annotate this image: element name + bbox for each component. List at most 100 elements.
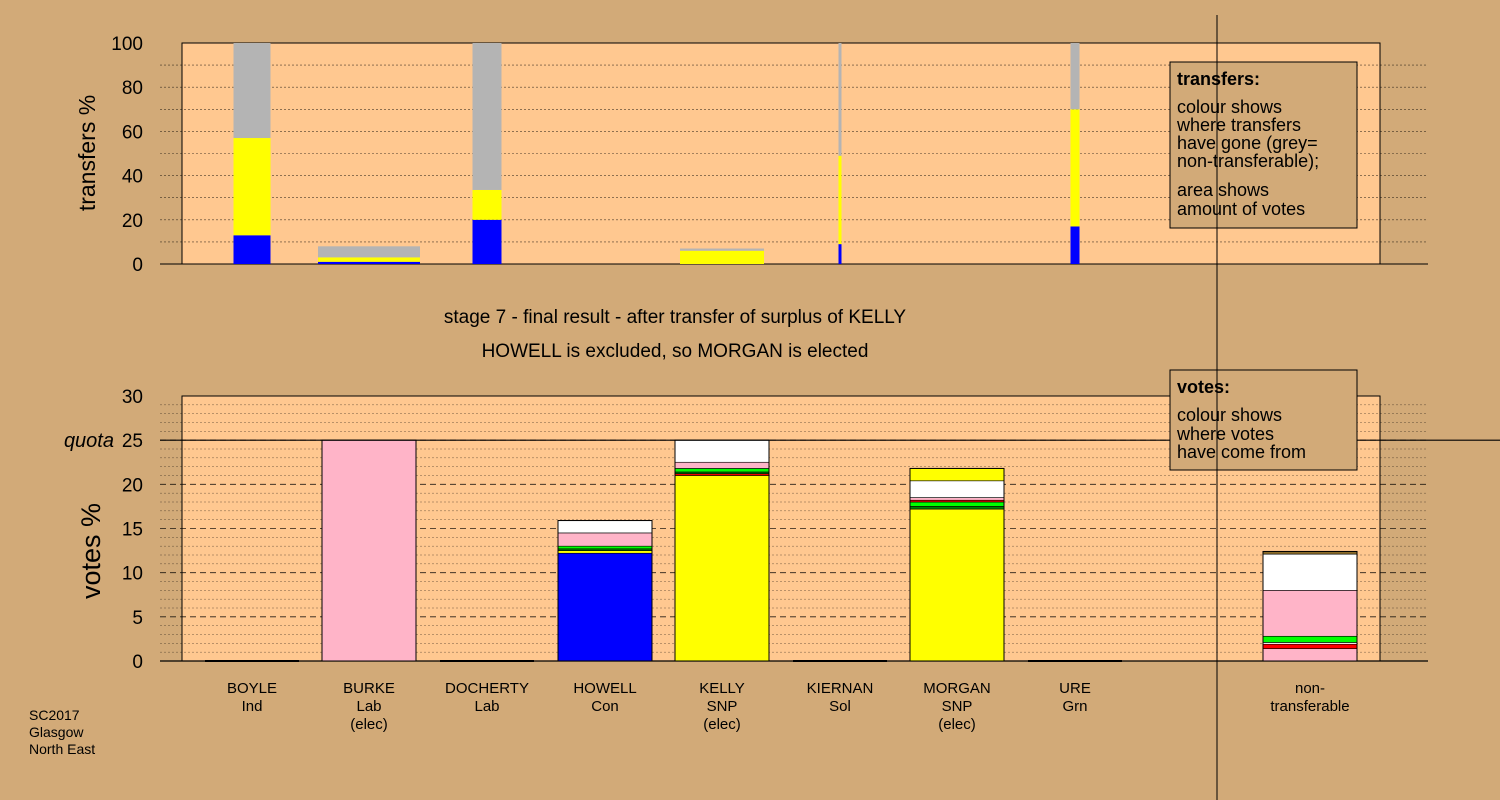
transfers-legend-line-2: where transfers (1176, 115, 1301, 135)
footer-line-2: Glasgow (29, 724, 84, 740)
candidate-party-boyle: Ind (242, 698, 263, 715)
vote-bar-segment-kelly (674, 439, 770, 463)
candidate-status-burke: (elec) (350, 716, 388, 733)
vote-bar-segment-non-transferable (1262, 643, 1358, 649)
footer-line-3: North East (29, 741, 95, 757)
nontransferable-label-line-1: non- (1295, 680, 1325, 697)
votes-legend-line-1: colour shows (1177, 405, 1282, 425)
votes-legend: votes: colour shows where votes have com… (1169, 369, 1358, 471)
transfer-bar-segment-boyle (233, 43, 271, 139)
transfers-legend-line-3: have gone (grey= (1177, 133, 1318, 153)
vote-bar-segment-kelly (674, 468, 770, 473)
vote-bar-segment-non-transferable (1262, 648, 1358, 662)
votes-y-axis-label: votes % (76, 503, 106, 599)
candidate-name-morgan: MORGAN (923, 680, 991, 697)
transfer-bar-segment-burke (318, 257, 420, 262)
votes-tick-label: 30 (122, 387, 143, 408)
transfer-bar-segment-docherty (472, 43, 502, 190)
transfer-bar-segment-kiernan (838, 43, 842, 156)
transfer-bar-segment-boyle (233, 138, 271, 236)
transfer-bar-segment-ure (1070, 109, 1080, 227)
vote-bar-segment-howell (557, 550, 653, 554)
transfers-legend-box (1169, 61, 1358, 229)
transfer-bar-segment-boyle (233, 235, 271, 264)
transfers-legend-line-4: non-transferable); (1177, 151, 1319, 171)
vote-bar-segment-morgan (909, 497, 1005, 501)
transfer-bar-segment-docherty (472, 219, 502, 264)
transfer-bar-segment-burke (318, 261, 420, 264)
transfers-tick-label: 20 (122, 211, 143, 232)
vote-bar-segment-morgan (909, 480, 1005, 498)
footer-line-1: SC2017 (29, 707, 80, 723)
transfers-legend-title: transfers: (1177, 69, 1260, 89)
transfers-legend: transfers: colour shows where transfers … (1169, 61, 1358, 229)
vote-bar-segment-non-transferable (1262, 635, 1358, 643)
candidate-name-boyle: BOYLE (227, 680, 277, 697)
transfers-legend-line-1: colour shows (1177, 97, 1282, 117)
candidate-status-morgan: (elec) (938, 716, 976, 733)
vote-bar-segment-morgan (909, 506, 1005, 510)
transfers-tick-label: 80 (122, 78, 143, 99)
candidate-name-kiernan: KIERNAN (807, 680, 874, 697)
votes-tick-label: 25 (122, 431, 143, 452)
transfer-bar-segment-burke (318, 246, 420, 258)
candidate-party-ure: Grn (1062, 698, 1087, 715)
stage-result-caption: HOWELL is excluded, so MORGAN is elected (482, 341, 869, 362)
vote-bar-outline-morgan (909, 467, 1005, 662)
candidate-name-ure: URE (1059, 680, 1091, 697)
candidate-labels: BOYLEIndBURKELab(elec)DOCHERTYLabHOWELLC… (227, 680, 1091, 733)
candidate-party-kiernan: Sol (829, 698, 851, 715)
candidate-name-kelly: KELLY (699, 680, 745, 697)
transfers-tick-label: 100 (111, 34, 143, 55)
candidate-party-howell: Con (591, 698, 619, 715)
transfers-legend-line-5: area shows (1177, 180, 1269, 200)
votes-tick-label: 0 (132, 652, 143, 673)
transfers-tick-label: 40 (122, 167, 143, 188)
votes-legend-box (1169, 369, 1358, 471)
stage-caption: stage 7 - final result - after transfer … (444, 307, 907, 328)
transfers-bars (233, 43, 1080, 264)
vote-bar-segment-non-transferable (1262, 553, 1358, 591)
candidate-party-kelly: SNP (707, 698, 738, 715)
votes-legend-line-2: where votes (1176, 424, 1274, 444)
nontransferable-label-line-2: transferable (1270, 698, 1349, 715)
candidate-name-docherty: DOCHERTY (445, 680, 529, 697)
votes-tick-label: 15 (122, 520, 143, 541)
transfers-legend-line-6: amount of votes (1177, 199, 1305, 219)
votes-legend-title: votes: (1177, 377, 1230, 397)
votes-y-axis: 0 5 10 15 20 25 30 (122, 387, 143, 673)
vote-bar-segment-howell (557, 552, 653, 662)
vote-bar-outline-howell (557, 520, 653, 662)
transfers-tick-label: 0 (132, 255, 143, 276)
vote-bar-segment-morgan (909, 501, 1005, 507)
transfer-bar-segment-kelly (680, 248, 764, 251)
vote-bar-segment-howell (557, 545, 653, 550)
vote-bar-segment-non-transferable (1262, 590, 1358, 637)
quota-label: quota (64, 430, 114, 452)
transfer-bar-segment-docherty (472, 189, 502, 220)
vote-bar-segment-kelly (674, 461, 770, 469)
candidate-party-burke: Lab (356, 698, 381, 715)
vote-bar-segment-kelly (674, 475, 770, 662)
vote-bar-segment-burke (321, 439, 417, 662)
transfer-bar-segment-ure (1070, 43, 1080, 110)
transfer-bar-segment-kiernan (838, 244, 842, 264)
candidate-status-kelly: (elec) (703, 716, 741, 733)
transfer-bar-segment-kiernan (838, 155, 842, 245)
vote-bar-outline-non-transferable (1262, 550, 1358, 662)
candidate-party-morgan: SNP (942, 698, 973, 715)
votes-tick-label: 10 (122, 564, 143, 585)
vote-bar-segment-howell (557, 520, 653, 534)
transfer-bar-segment-ure (1070, 226, 1080, 264)
transfer-bar-segment-kelly (680, 250, 764, 264)
transfers-y-axis: 0 20 40 60 80 100 (111, 34, 143, 276)
votes-tick-label: 20 (122, 475, 143, 496)
transfers-tick-label: 60 (122, 122, 143, 143)
candidate-name-howell: HOWELL (573, 680, 636, 697)
vote-bar-segment-morgan (909, 468, 1005, 482)
vote-bar-segment-morgan (909, 508, 1005, 662)
transfers-y-axis-label: transfers % (74, 95, 100, 211)
votes-legend-line-3: have come from (1177, 442, 1306, 462)
candidate-party-docherty: Lab (474, 698, 499, 715)
